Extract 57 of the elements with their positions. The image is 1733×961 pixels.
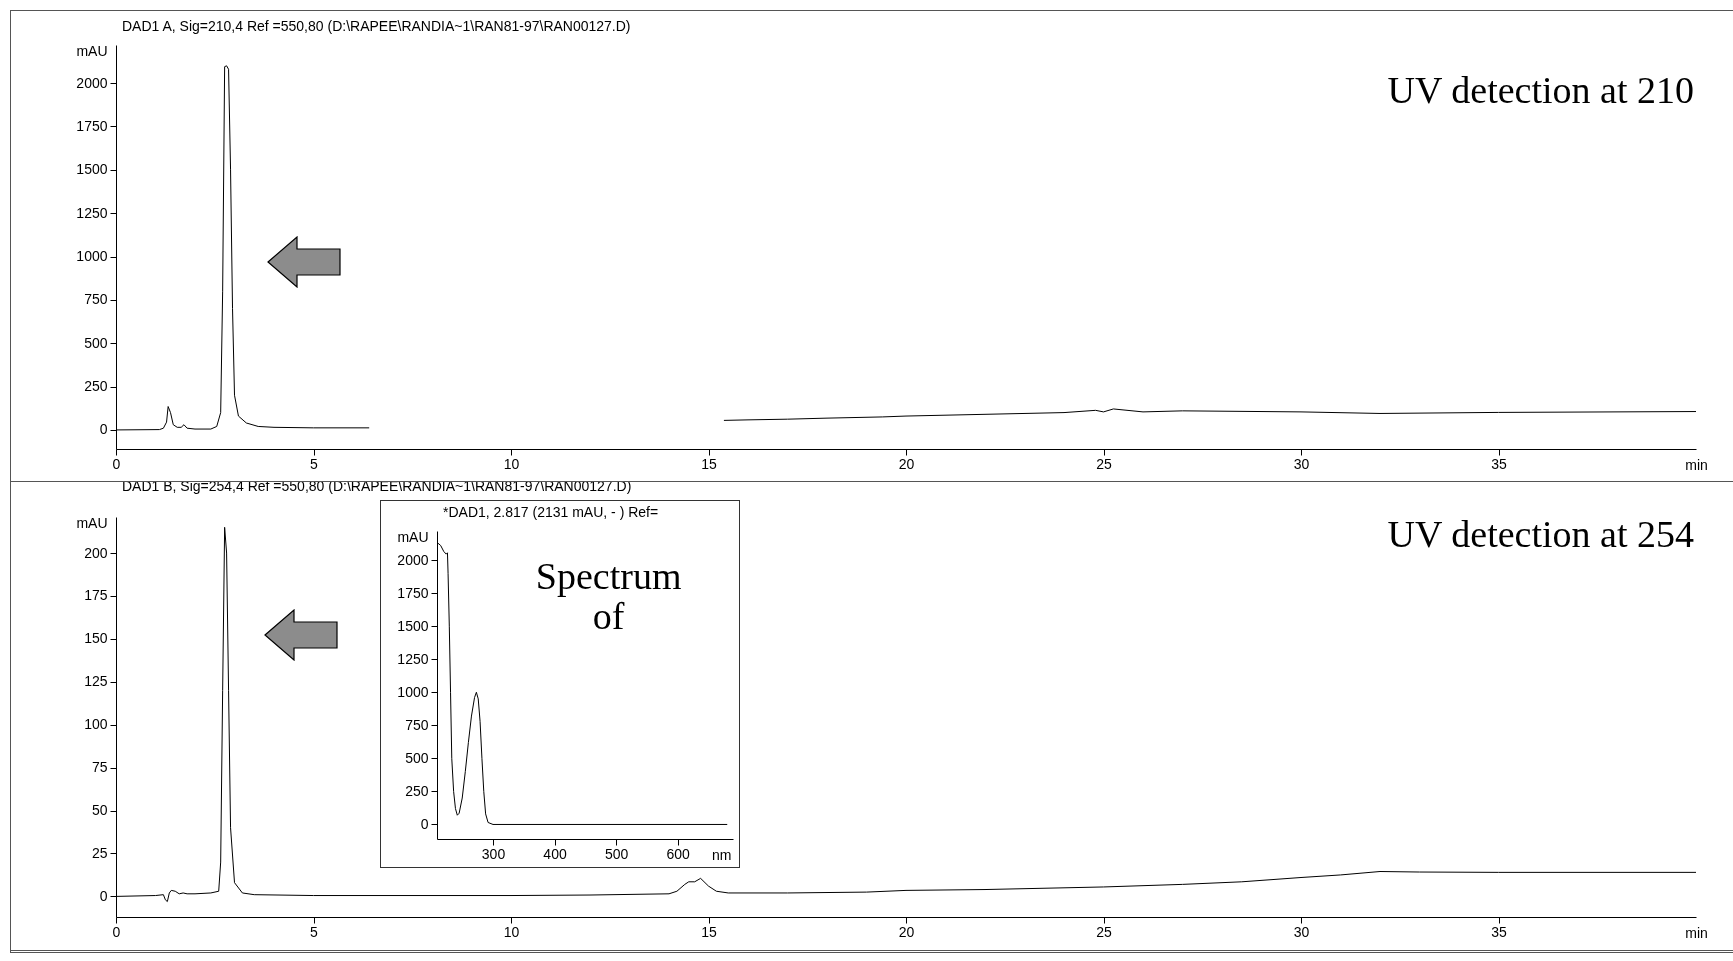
x-tick-label: 10	[503, 923, 520, 940]
chart-title: DAD1 A, Sig=210,4 Ref =550,80 (D:\RAPEE\RANDIA~1\RAN81-97\RAN00127.D)	[122, 18, 631, 34]
annotation: Spectrum of	[535, 555, 682, 637]
x-tick-label: 35	[1491, 455, 1507, 472]
x-tick-label: 10	[503, 455, 520, 472]
y-tick-label: 250	[405, 782, 429, 799]
y-tick-label: 1500	[76, 161, 108, 178]
y-tick-label: 1000	[397, 683, 429, 700]
y-tick-label: 750	[405, 716, 429, 733]
y-tick-label: 1250	[76, 204, 108, 221]
x-tick-label: 500	[604, 845, 629, 862]
y-tick-label: 500	[84, 334, 108, 351]
y-tick-label: 50	[91, 802, 108, 819]
x-tick-label: 15	[701, 455, 717, 472]
y-tick-label: 500	[405, 749, 429, 766]
x-tick-label: 35	[1491, 923, 1507, 940]
annotation: UV detection at 254	[1387, 513, 1694, 555]
y-axis-title: mAU	[397, 528, 429, 545]
x-tick-label: 30	[1293, 923, 1310, 940]
y-tick-label: 150	[84, 630, 108, 647]
x-tick-label: 20	[898, 455, 915, 472]
y-tick-label: 175	[84, 587, 108, 604]
y-tick-label: 2000	[76, 74, 108, 91]
x-axis-title: min	[1685, 456, 1708, 473]
x-tick-label: 30	[1293, 455, 1310, 472]
y-tick-label: 0	[420, 815, 429, 832]
x-tick-label: 5	[310, 455, 319, 472]
annotation: UV detection at 210	[1387, 69, 1694, 111]
x-tick-label: 0	[112, 455, 121, 472]
x-tick-label: 400	[543, 845, 567, 862]
y-tick-label: 2000	[397, 551, 429, 568]
y-tick-label: 1000	[76, 248, 108, 265]
x-axis-title: min	[1685, 924, 1708, 941]
y-tick-label: 200	[84, 544, 108, 561]
y-tick-label: 100	[84, 716, 108, 733]
y-tick-label: 1500	[397, 617, 429, 634]
y-tick-label: 1750	[76, 117, 108, 134]
x-tick-label: 300	[481, 845, 506, 862]
y-tick-label: 750	[84, 291, 108, 308]
x-tick-label: 0	[112, 923, 121, 940]
x-tick-label: 600	[666, 845, 691, 862]
x-tick-label: 25	[1096, 455, 1112, 472]
y-tick-label: 1250	[397, 650, 429, 667]
y-tick-label: 0	[99, 421, 108, 438]
y-tick-label: 75	[91, 759, 108, 776]
y-tick-label: 125	[84, 673, 108, 690]
y-axis-title: mAU	[76, 514, 108, 531]
chart-title: *DAD1, 2.817 (2131 mAU, - ) Ref=	[443, 504, 659, 520]
y-tick-label: 0	[99, 887, 108, 904]
y-tick-label: 1750	[397, 584, 429, 601]
x-tick-label: 5	[310, 923, 319, 940]
x-tick-label: 20	[898, 923, 915, 940]
y-axis-title: mAU	[76, 42, 108, 59]
x-tick-label: 15	[701, 923, 717, 940]
x-tick-label: 25	[1096, 923, 1112, 940]
x-axis-title: nm	[712, 846, 732, 863]
y-tick-label: 250	[84, 378, 108, 395]
